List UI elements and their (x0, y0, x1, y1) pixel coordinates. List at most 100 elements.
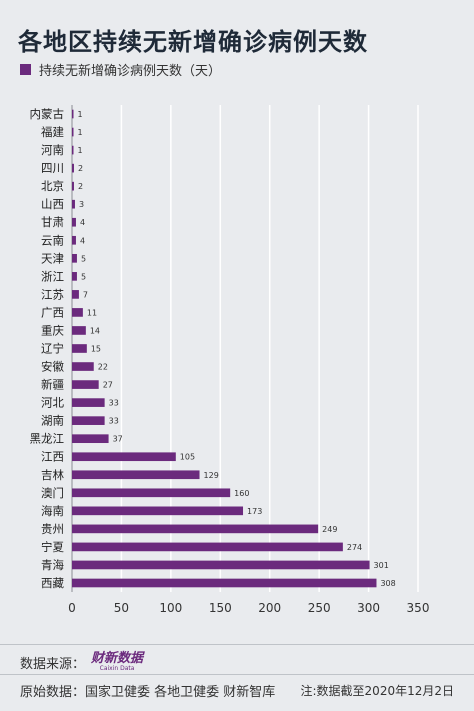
origin-row: 原始数据： 国家卫健委 各地卫健委 财新智库 注:数据截至2020年12月2日 (20, 681, 454, 700)
data-source-row: 数据来源： 财新数据 Caixin Data (20, 652, 454, 672)
category-label: 宁夏 (41, 540, 64, 554)
legend: 持续无新增确诊病例天数（天） (20, 60, 221, 79)
bar (72, 272, 77, 281)
data-label: 4 (80, 218, 85, 227)
category-label: 山西 (41, 197, 64, 211)
data-label: 5 (81, 254, 86, 263)
category-label: 河南 (41, 143, 64, 157)
data-label: 11 (87, 308, 97, 317)
bar (72, 109, 74, 119)
brand-name: 财新数据 (91, 651, 144, 666)
bar (72, 524, 319, 534)
data-label: 7 (83, 290, 88, 299)
data-label: 5 (81, 272, 86, 281)
date-note: 注:数据截至2020年12月2日 (300, 684, 455, 698)
category-label: 河北 (41, 396, 64, 410)
bar (72, 380, 99, 389)
bar (72, 578, 377, 588)
data-label: 301 (374, 561, 389, 570)
bar (72, 452, 176, 462)
bar (72, 560, 370, 570)
category-label: 安徽 (41, 360, 64, 374)
bar (72, 506, 244, 516)
category-label: 西藏 (41, 576, 64, 590)
bar (72, 181, 74, 191)
category-label: 四川 (41, 161, 64, 175)
data-label: 33 (109, 417, 119, 426)
category-label: 甘肃 (41, 215, 64, 229)
data-label: 15 (91, 345, 101, 354)
chart-title: 各地区持续无新增确诊病例天数 (18, 28, 368, 56)
category-label: 北京 (41, 179, 64, 193)
data-label: 2 (78, 164, 83, 173)
data-label: 4 (80, 236, 85, 245)
data-label: 3 (79, 200, 84, 209)
bar (72, 542, 343, 552)
brand-sub: Caixin Data (99, 665, 135, 672)
x-tick-label: 250 (308, 601, 331, 615)
x-tick-label: 50 (114, 601, 129, 615)
bar (72, 398, 105, 407)
bar-chart: 0 50 100 150 200 250 300 350 内蒙古 1 福建 1 河南 1 四川 2 北京 2 山西 3… (30, 105, 430, 615)
data-label: 129 (204, 471, 219, 480)
data-label: 1 (78, 128, 83, 137)
bar (72, 235, 76, 245)
x-tick-label: 0 (68, 601, 76, 615)
category-label: 辽宁 (41, 342, 64, 356)
category-label: 内蒙古 (30, 107, 65, 121)
category-label: 海南 (41, 504, 64, 518)
category-label: 福建 (41, 125, 64, 139)
bar (72, 217, 76, 227)
bar (72, 290, 79, 299)
data-label: 22 (98, 363, 108, 372)
legend-swatch (20, 64, 31, 75)
bar (72, 308, 83, 317)
data-label: 33 (109, 399, 119, 408)
origin-text: 国家卫健委 各地卫健委 财新智库 (85, 685, 276, 700)
category-label: 贵州 (41, 522, 64, 536)
category-label: 云南 (41, 233, 64, 247)
category-label: 天津 (41, 251, 64, 265)
category-label: 吉林 (41, 468, 64, 482)
caixin-data-logo: 财新数据 Caixin Data (91, 652, 143, 672)
data-label: 37 (113, 435, 123, 444)
data-label: 308 (380, 579, 395, 588)
category-label: 湖南 (41, 414, 64, 428)
bar (72, 145, 74, 155)
data-label: 2 (78, 182, 83, 191)
data-label: 14 (90, 326, 100, 335)
bar (72, 253, 77, 263)
x-tick-label: 300 (357, 601, 380, 615)
category-label: 江苏 (41, 287, 64, 301)
bar (72, 416, 105, 425)
bar (72, 470, 200, 480)
data-label: 160 (234, 489, 249, 498)
legend-label: 持续无新增确诊病例天数（天） (39, 64, 222, 79)
category-label: 青海 (41, 558, 64, 572)
category-label: 江西 (41, 450, 64, 464)
source-label: 数据来源： (20, 656, 86, 672)
category-label: 浙江 (41, 269, 64, 283)
data-label: 1 (78, 110, 83, 119)
data-label: 274 (347, 543, 362, 552)
data-label: 1 (78, 146, 83, 155)
footer-divider (0, 644, 474, 645)
x-tick-label: 200 (258, 601, 281, 615)
bar (72, 434, 109, 444)
bar (72, 362, 94, 371)
bar (72, 326, 86, 335)
category-label: 广西 (41, 305, 64, 319)
origin-label: 原始数据： (20, 685, 86, 700)
data-label: 105 (180, 453, 195, 462)
data-label: 27 (103, 381, 113, 390)
data-label: 173 (247, 507, 262, 516)
bar (72, 127, 74, 137)
x-tick-label: 100 (159, 601, 182, 615)
footer-divider-2 (0, 674, 474, 675)
bar (72, 488, 231, 498)
data-label: 249 (322, 525, 337, 534)
category-label: 重庆 (41, 323, 64, 337)
category-label: 黑龙江 (30, 432, 65, 446)
x-tick-label: 350 (407, 601, 430, 615)
bar (72, 344, 87, 353)
